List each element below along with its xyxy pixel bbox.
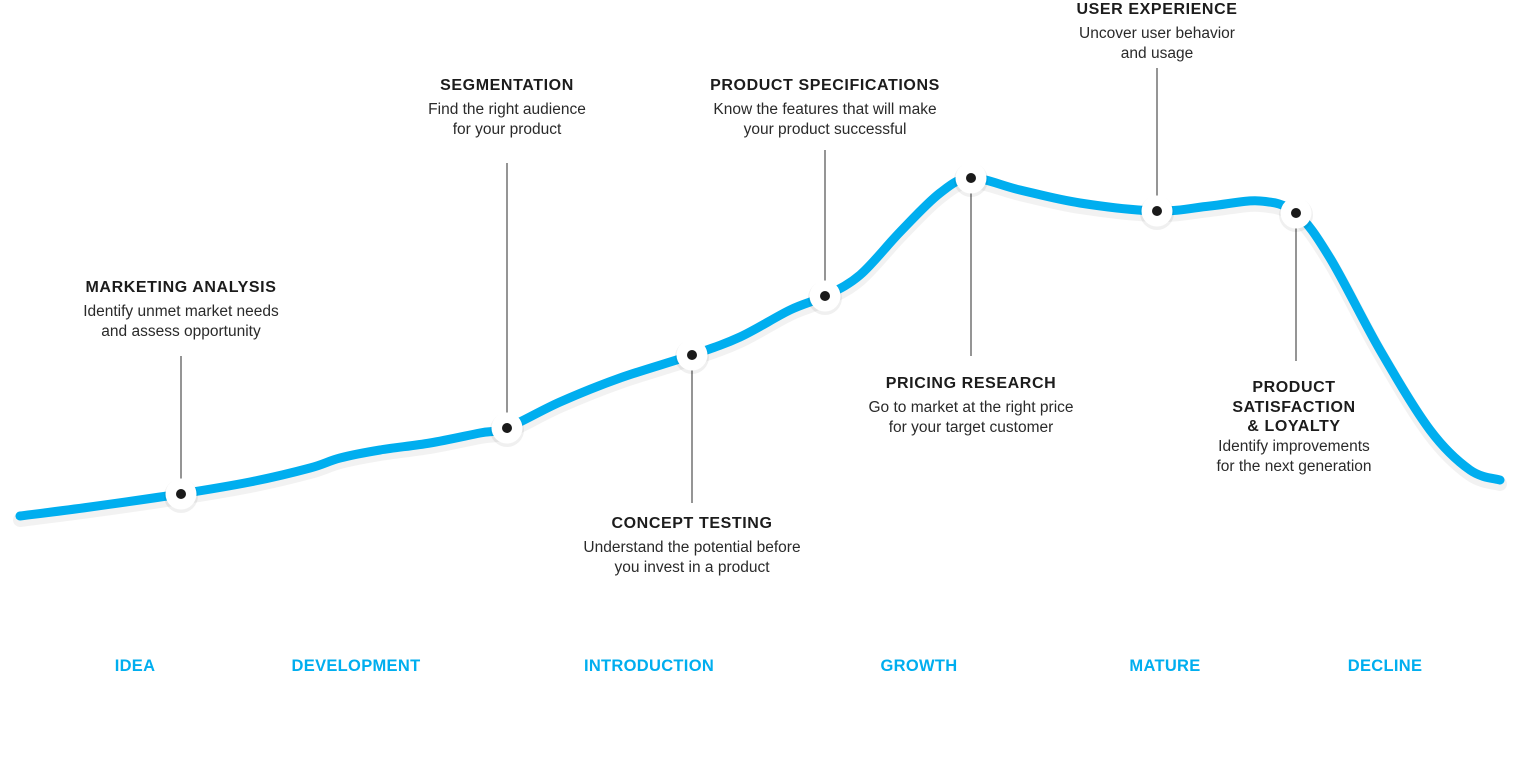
milestone-description: Know the features that will make your pr… [710, 100, 940, 140]
milestone-title: PRICING RESEARCH [885, 375, 1057, 392]
stage-label-decline: DECLINE [1347, 657, 1423, 675]
milestone-title: MARKETING ANALYSIS [85, 279, 277, 296]
marker-dot-user-experience [1152, 206, 1162, 216]
marker-dot-marketing-analysis [176, 489, 186, 499]
milestone-description: Uncover user behavior and usage [1076, 24, 1237, 64]
milestone-title: PRODUCT SATISFACTION & LOYALTY [1216, 378, 1371, 437]
marker-dot-product-satisfaction [1291, 208, 1301, 218]
description-line: Go to market at the right price [868, 398, 1074, 416]
marker-dot-pricing-research [966, 173, 976, 183]
description-line: and usage [1120, 44, 1194, 62]
milestone-description: Identify unmet market needs and assess o… [83, 302, 279, 342]
stage-label-mature: MATURE [1129, 657, 1201, 675]
description-line: for your product [452, 120, 562, 138]
milestone-title: SEGMENTATION [440, 77, 574, 94]
title-line: SATISFACTION [1232, 398, 1356, 416]
milestone-title: PRODUCT SPECIFICATIONS [710, 77, 940, 94]
title-line: PRODUCT [1252, 379, 1336, 396]
annotation-connector-lines [180, 68, 1297, 503]
milestone-product-specifications: PRODUCT SPECIFICATIONS Know the features… [710, 76, 940, 140]
milestone-concept-testing: CONCEPT TESTING Understand the potential… [583, 514, 800, 578]
description-line: Identify improvements [1218, 437, 1370, 455]
stage-label-introduction: INTRODUCTION [583, 657, 715, 675]
milestone-title: CONCEPT TESTING [611, 515, 773, 532]
stage-label-development: DEVELOPMENT [291, 657, 421, 675]
stage-label-growth: GROWTH [880, 657, 958, 675]
description-line: your product successful [743, 120, 907, 138]
milestone-description: Understand the potential before you inve… [583, 538, 800, 578]
milestone-markers [164, 162, 1313, 513]
description-line: and assess opportunity [101, 322, 261, 340]
title-line: & LOYALTY [1247, 418, 1341, 435]
description-line: Identify unmet market needs [83, 302, 279, 320]
description-line: for the next generation [1216, 457, 1372, 475]
description-line: Understand the potential before [583, 538, 801, 556]
marker-dot-concept-testing [687, 350, 697, 360]
milestone-description: Go to market at the right price for your… [868, 398, 1073, 438]
milestone-pricing-research: PRICING RESEARCH Go to market at the rig… [868, 374, 1073, 438]
milestone-title: USER EXPERIENCE [1076, 1, 1238, 18]
description-line: you invest in a product [614, 558, 770, 576]
milestone-segmentation: SEGMENTATION Find the right audience for… [428, 76, 586, 140]
marker-dot-product-specifications [820, 291, 830, 301]
vertical-grid-lines [41, 186, 1484, 640]
description-line: for your target customer [888, 418, 1054, 436]
milestone-description: Identify improvements for the next gener… [1216, 437, 1371, 477]
marker-dot-segmentation [502, 423, 512, 433]
milestone-description: Find the right audience for your product [428, 100, 586, 140]
description-line: Know the features that will make [713, 100, 937, 118]
milestone-user-experience: USER EXPERIENCE Uncover user behavior an… [1076, 0, 1237, 64]
description-line: Uncover user behavior [1079, 24, 1235, 42]
milestone-marketing-analysis: MARKETING ANALYSIS Identify unmet market… [83, 278, 279, 342]
stage-label-idea: IDEA [114, 657, 156, 675]
description-line: Find the right audience [428, 100, 586, 118]
milestone-product-satisfaction-loyalty: PRODUCT SATISFACTION & LOYALTY Identify … [1216, 378, 1371, 477]
